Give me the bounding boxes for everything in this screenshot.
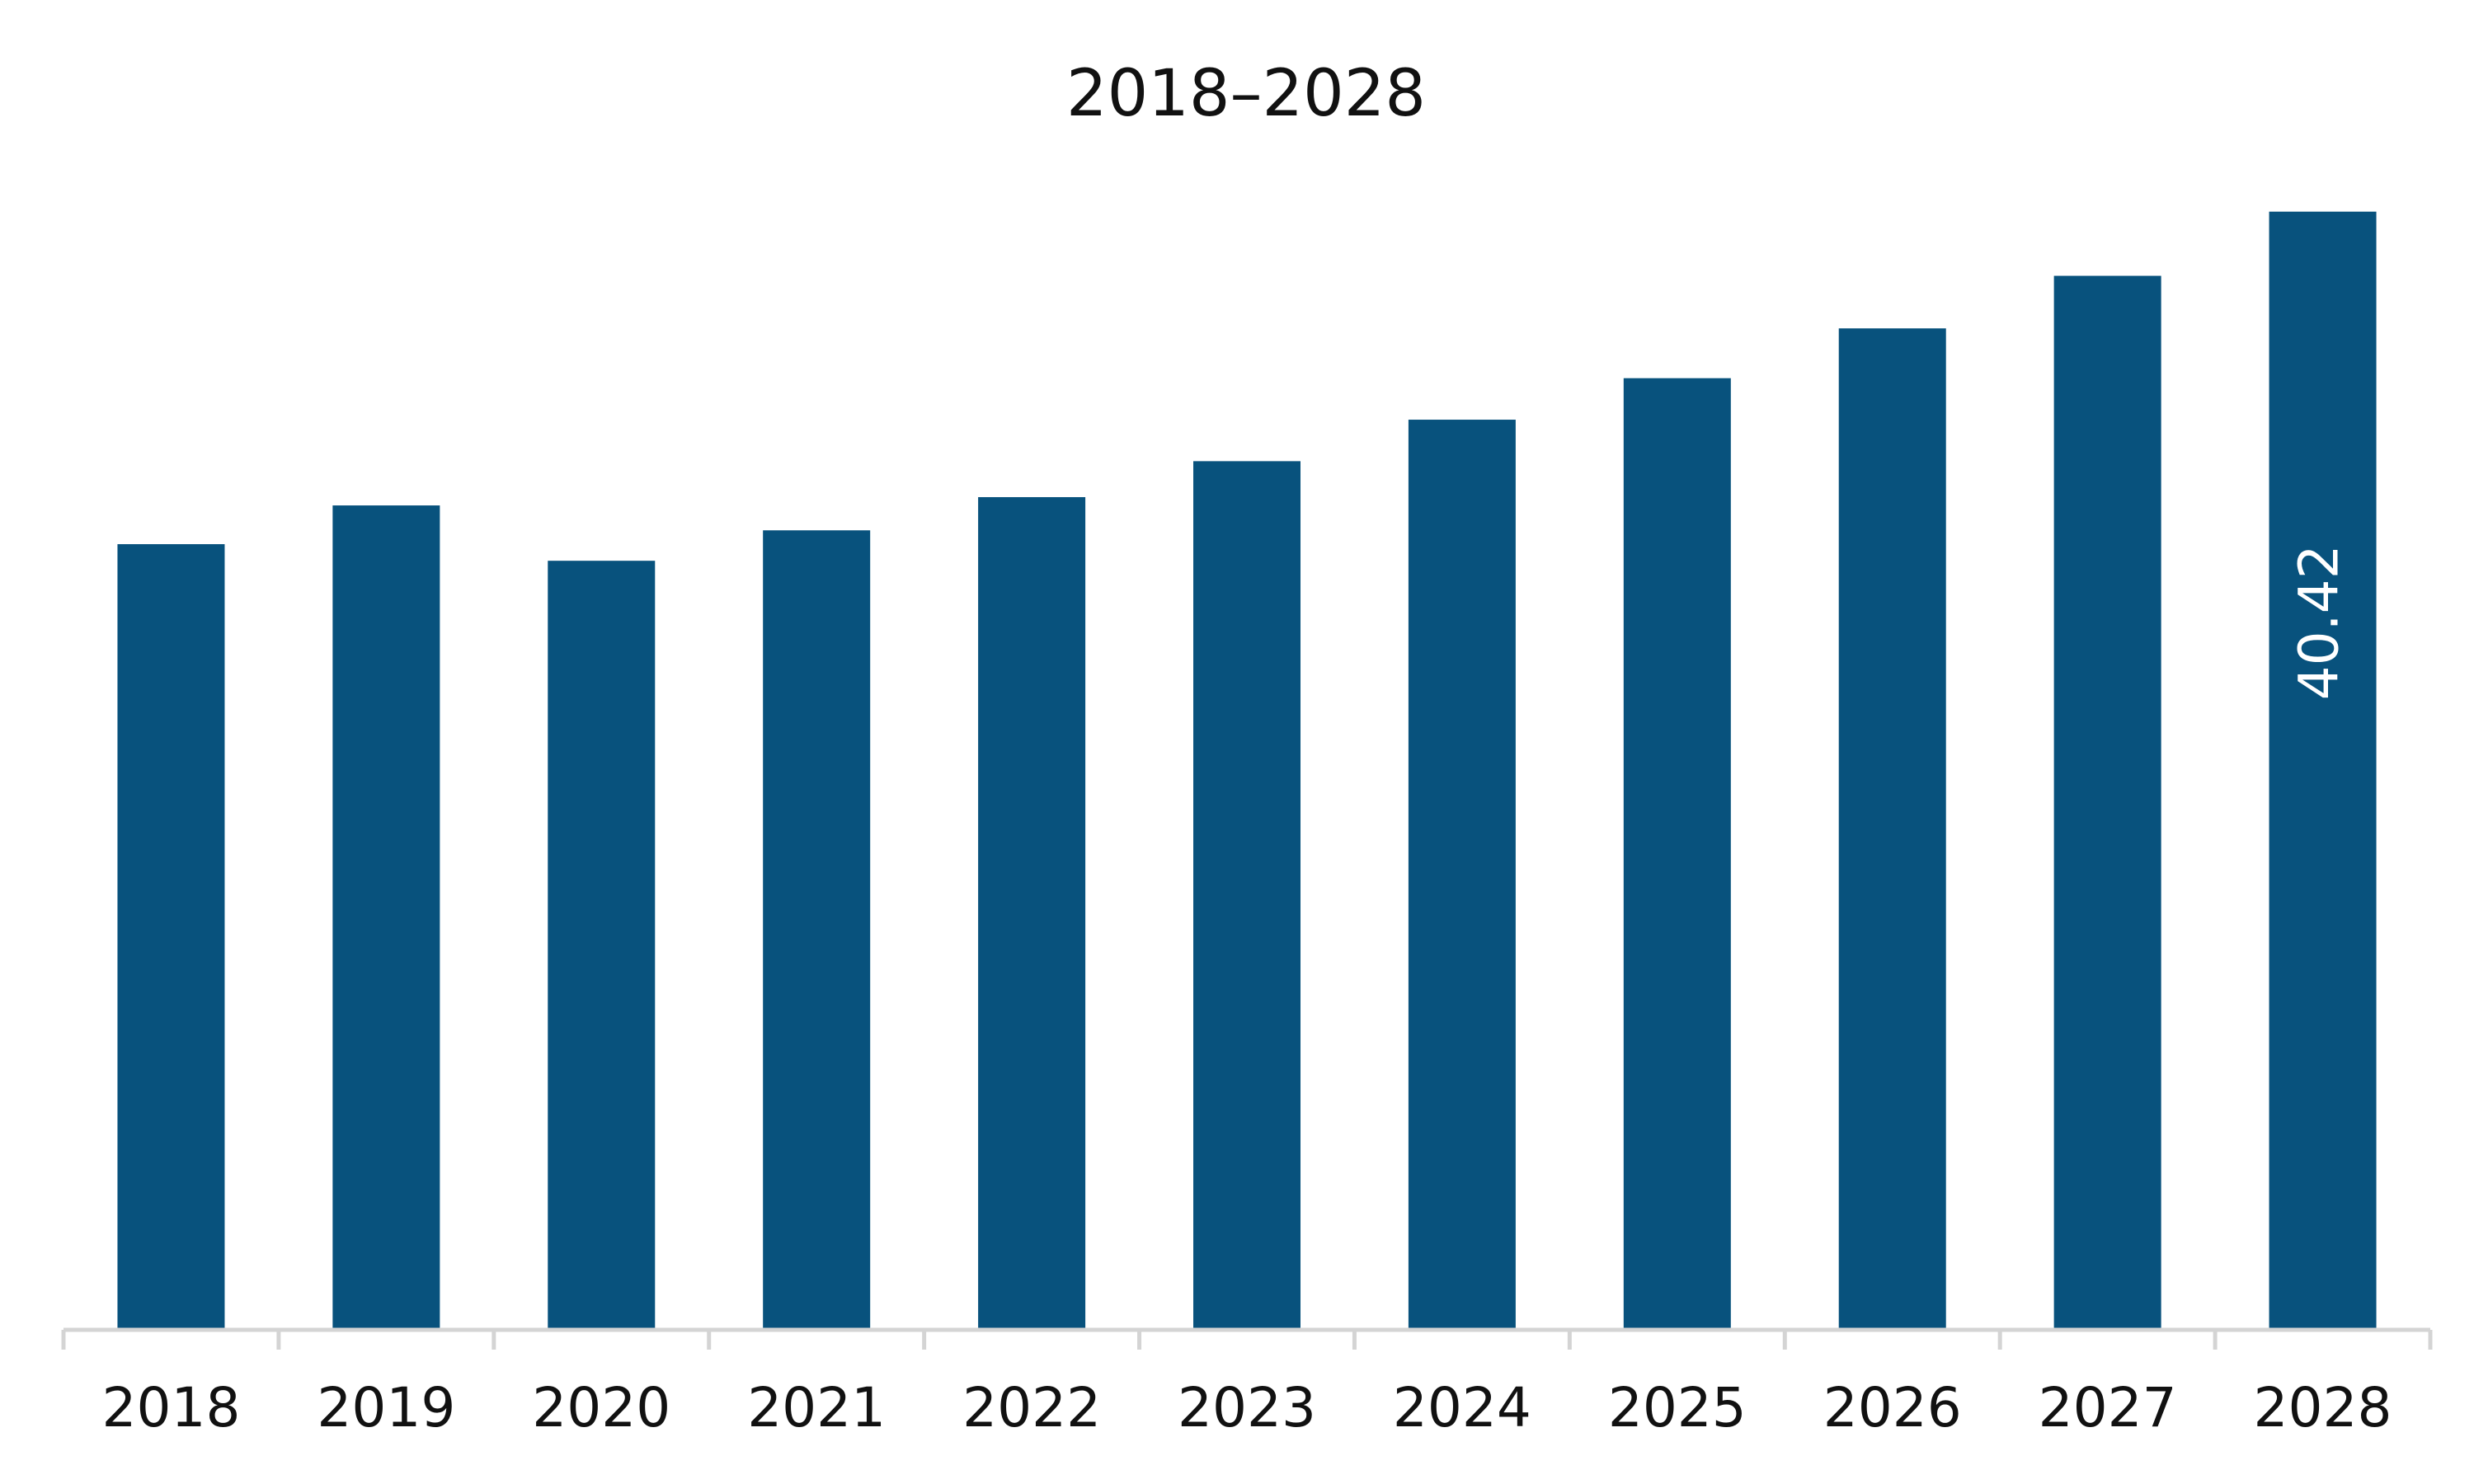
x-tick-label-2021: 2021 [747, 1376, 886, 1439]
x-tick-label-2027: 2027 [2039, 1376, 2177, 1439]
bar-2018 [117, 544, 225, 1330]
x-axis: 2018 2019 2020 2021 2022 2023 2024 2025 2026 2027… [61, 1327, 2433, 1439]
x-axis-tick-labels: 2018 2019 2020 2021 2022 2023 2024 2025 2026 2027… [101, 1376, 2392, 1439]
bar-2020 [548, 561, 656, 1330]
x-tick-label-2024: 2024 [1393, 1376, 1531, 1439]
bar-2026 [1838, 328, 1946, 1330]
x-tick-label-2020: 2020 [532, 1376, 670, 1439]
bar-2027 [2053, 275, 2161, 1331]
x-tick-label-2019: 2019 [317, 1376, 455, 1439]
x-axis-ticks [61, 1330, 2433, 1350]
x-tick-label-2025: 2025 [1608, 1376, 1747, 1439]
bars-group [117, 211, 2377, 1331]
bar-2028 [2269, 211, 2377, 1330]
bar-2023 [1193, 461, 1300, 1330]
data-label-2028: 40.42 [2288, 544, 2351, 700]
bar-2024 [1408, 420, 1516, 1330]
bar-2019 [332, 505, 440, 1330]
bar-2025 [1623, 378, 1731, 1330]
data-labels-group: 40.42 [2288, 544, 2351, 700]
bar-2021 [763, 530, 871, 1330]
x-tick-label-2026: 2026 [1823, 1376, 1962, 1439]
x-tick-label-2028: 2028 [2254, 1376, 2392, 1439]
x-tick-label-2023: 2023 [1178, 1376, 1316, 1439]
x-tick-label-2022: 2022 [962, 1376, 1101, 1439]
x-tick-label-2018: 2018 [101, 1376, 240, 1439]
bar-2022 [978, 496, 1086, 1330]
chart-title: 2018–2028 [1066, 57, 1426, 131]
